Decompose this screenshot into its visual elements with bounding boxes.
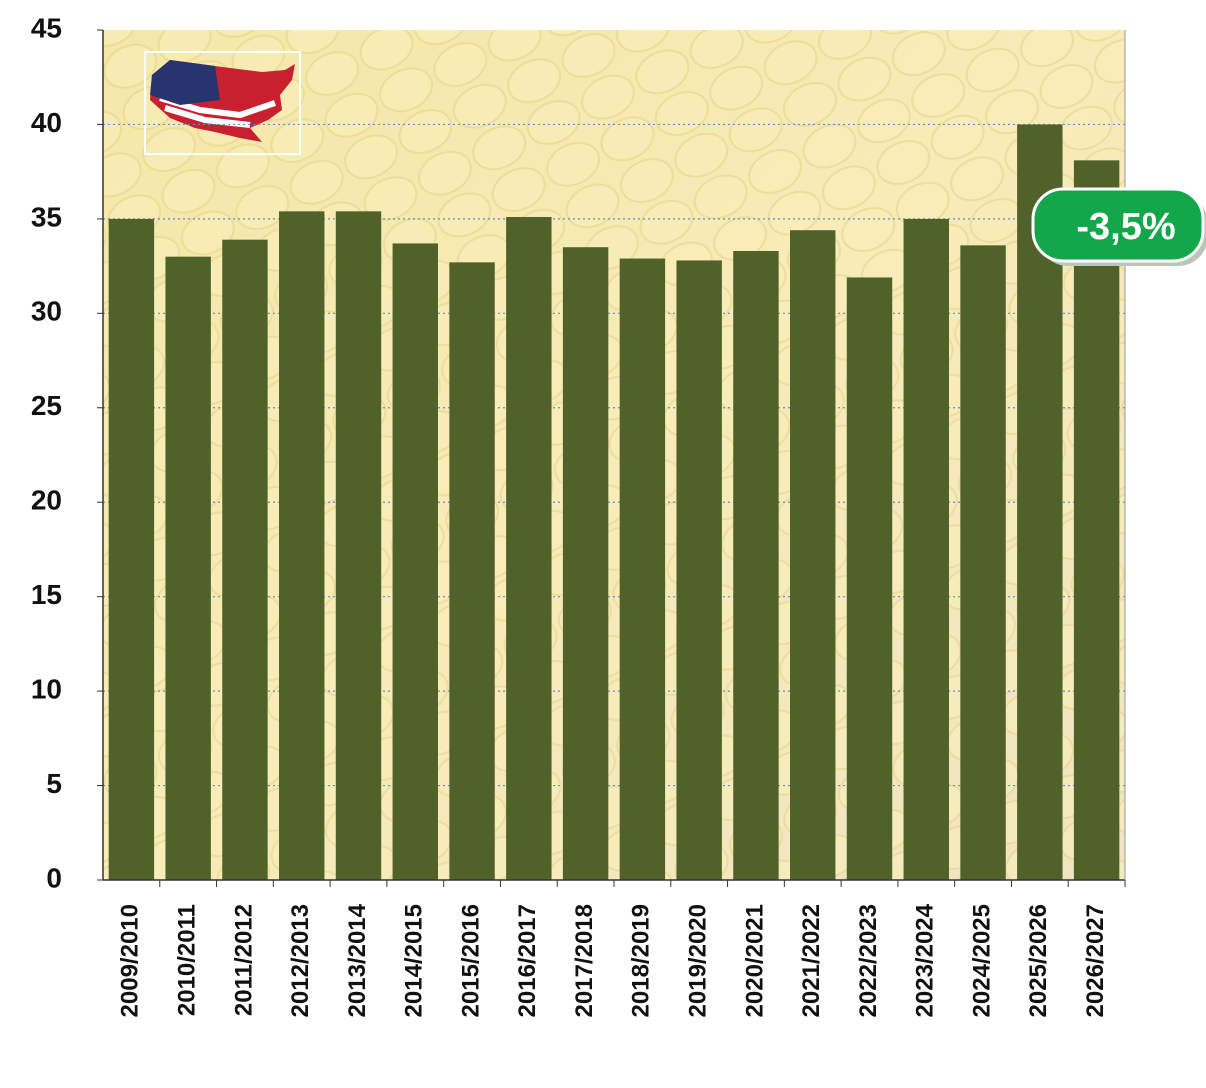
bar: [108, 218, 155, 880]
flag-icon: [144, 51, 301, 155]
bar: [335, 211, 382, 881]
bar: [506, 217, 552, 880]
x-tick-label: 2017/2018: [571, 904, 598, 1017]
bar: [960, 245, 1006, 881]
bar: [1073, 160, 1120, 881]
bar: [903, 218, 949, 880]
bar: [790, 230, 836, 880]
y-tick-label: 45: [31, 12, 62, 43]
x-tick-label: 2025/2026: [1025, 904, 1052, 1017]
y-tick-label: 15: [31, 579, 62, 610]
bar: [279, 211, 325, 881]
x-tick-label: 2013/2014: [344, 903, 371, 1017]
x-tick-label: 2010/2011: [174, 904, 201, 1016]
y-tick-label: 0: [46, 862, 62, 893]
bar: [392, 243, 438, 880]
y-tick-label: 25: [31, 390, 62, 421]
bar: [222, 239, 268, 880]
x-tick-label: 2022/2023: [855, 904, 882, 1017]
y-tick-label: 5: [46, 768, 62, 799]
x-tick-label: 2015/2016: [457, 904, 484, 1017]
y-tick-label: 30: [31, 296, 62, 327]
bar: [562, 247, 609, 880]
x-tick-label: 2011/2012: [230, 904, 257, 1016]
y-tick-label: 40: [31, 107, 62, 138]
x-tick-label: 2018/2019: [628, 904, 655, 1017]
annotation: -3,5%: [1076, 206, 1175, 248]
annotation-badge: -3,5%: [1031, 187, 1206, 266]
x-tick-label: 2019/2020: [685, 904, 712, 1017]
y-tick-label: 35: [31, 201, 62, 232]
x-tick-label: 2014/2015: [401, 904, 428, 1017]
x-tick-label: 2024/2025: [968, 904, 995, 1017]
x-tick-label: 2026/2027: [1082, 904, 1109, 1017]
x-tick-label: 2023/2024: [912, 903, 939, 1017]
bar: [619, 258, 666, 880]
x-tick-label: 2021/2022: [798, 904, 825, 1017]
x-tick-label: 2020/2021: [741, 904, 768, 1017]
corn-texture: [103, 30, 1125, 880]
bar: [676, 260, 722, 880]
x-tick-label: 2016/2017: [514, 904, 541, 1017]
x-tick-label: 2012/2013: [287, 904, 314, 1017]
bar: [733, 251, 779, 880]
bar: [846, 277, 893, 880]
bar: [449, 262, 495, 880]
x-tick-label: 2009/2010: [117, 904, 144, 1017]
y-tick-label: 10: [31, 674, 62, 705]
bar: [165, 256, 211, 881]
y-tick-label: 20: [31, 485, 62, 516]
